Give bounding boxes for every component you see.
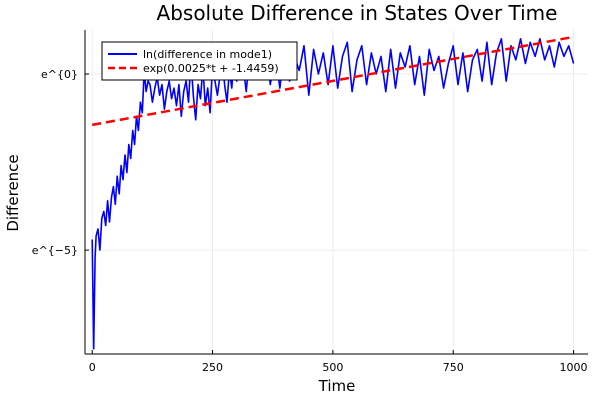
chart-title: Absolute Difference in States Over Time bbox=[157, 1, 558, 25]
x-axis-label: Time bbox=[318, 377, 356, 395]
x-tick-label-3: 750 bbox=[443, 361, 464, 374]
x-tick-label-4: 1000 bbox=[560, 361, 588, 374]
x-tick-label-2: 500 bbox=[322, 361, 343, 374]
ticks-layer: 0 250 500 750 1000 e^{0} e^{−5} bbox=[32, 68, 588, 374]
legend-box bbox=[101, 41, 298, 81]
y-tick-label-0: e^{0} bbox=[41, 68, 78, 81]
x-tick-label-1: 250 bbox=[202, 361, 223, 374]
series-line-2 bbox=[91, 35, 574, 127]
legend-label-series-2: exp(0.0025*t + -1.4459) bbox=[143, 62, 279, 75]
x-tick-label-0: 0 bbox=[89, 361, 96, 374]
axes-layer bbox=[84, 30, 588, 355]
legend-label-series-1: ln(difference in mode1) bbox=[143, 48, 272, 61]
y-tick-label-1: e^{−5} bbox=[32, 244, 78, 257]
legend: ln(difference in mode1) exp(0.0025*t + -… bbox=[101, 41, 298, 81]
y-axis-label: Difference bbox=[4, 154, 22, 231]
